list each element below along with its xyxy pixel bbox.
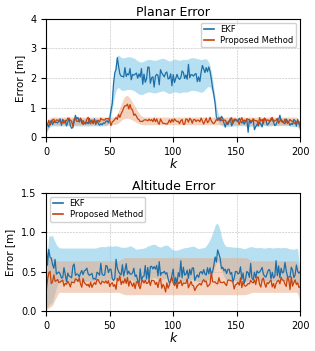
Legend: EKF, Proposed Method: EKF, Proposed Method	[201, 23, 296, 47]
X-axis label: k: k	[169, 332, 177, 345]
Title: Altitude Error: Altitude Error	[132, 180, 215, 193]
Legend: EKF, Proposed Method: EKF, Proposed Method	[50, 197, 145, 221]
Title: Planar Error: Planar Error	[136, 6, 210, 19]
Y-axis label: Error [m]: Error [m]	[15, 54, 25, 101]
Y-axis label: Error [m]: Error [m]	[6, 229, 15, 276]
X-axis label: k: k	[169, 158, 177, 171]
